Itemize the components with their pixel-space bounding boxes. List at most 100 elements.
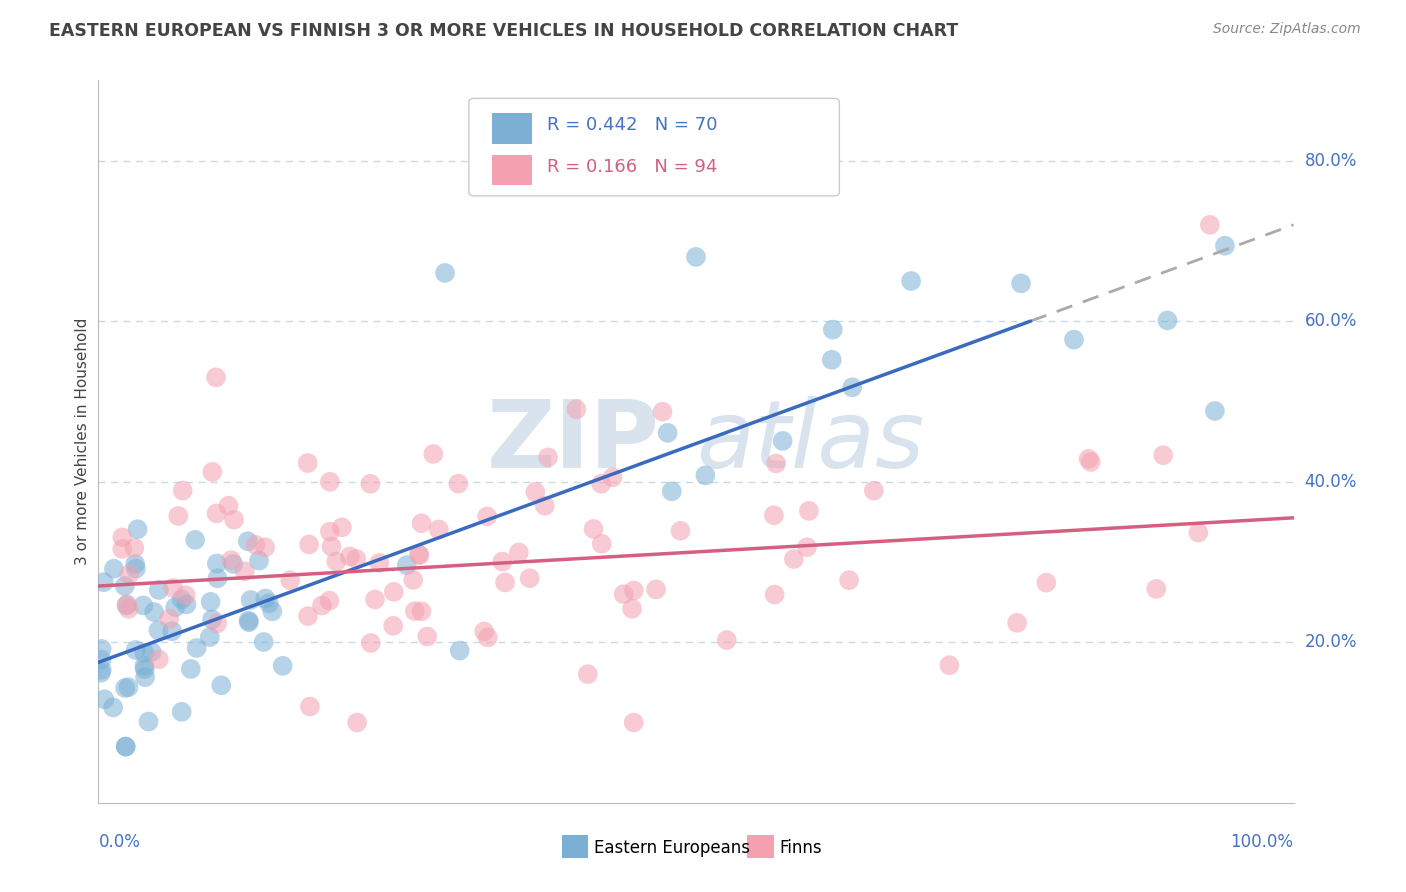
Point bbox=[111, 530, 134, 544]
Point bbox=[623, 715, 645, 730]
Point bbox=[90, 642, 112, 657]
Point bbox=[134, 670, 156, 684]
Point bbox=[201, 465, 224, 479]
Point bbox=[319, 475, 342, 489]
Point bbox=[134, 659, 156, 673]
Point bbox=[238, 615, 260, 630]
Text: R = 0.442   N = 70: R = 0.442 N = 70 bbox=[547, 116, 717, 134]
Point bbox=[184, 533, 207, 547]
Point bbox=[222, 513, 245, 527]
Point bbox=[382, 619, 405, 633]
Point bbox=[669, 524, 692, 538]
Point bbox=[172, 483, 194, 498]
Point bbox=[297, 456, 319, 470]
Text: 100.0%: 100.0% bbox=[1230, 833, 1294, 851]
Point bbox=[117, 680, 139, 694]
Point bbox=[319, 524, 342, 539]
Point bbox=[114, 579, 136, 593]
Point bbox=[416, 630, 439, 644]
Point bbox=[339, 549, 361, 564]
Point bbox=[118, 567, 141, 582]
Point bbox=[262, 604, 284, 618]
Point bbox=[134, 662, 156, 676]
Point bbox=[1010, 277, 1032, 291]
Text: 80.0%: 80.0% bbox=[1305, 152, 1357, 169]
Y-axis label: 3 or more Vehicles in Household: 3 or more Vehicles in Household bbox=[75, 318, 90, 566]
Point bbox=[115, 597, 138, 611]
Point bbox=[143, 605, 166, 619]
Point bbox=[278, 574, 301, 588]
Bar bbox=[748, 835, 773, 858]
Point bbox=[330, 520, 353, 534]
Point bbox=[427, 523, 450, 537]
Point bbox=[1204, 404, 1226, 418]
Point bbox=[591, 537, 613, 551]
Point bbox=[200, 595, 222, 609]
Point bbox=[125, 562, 148, 576]
Point bbox=[93, 692, 115, 706]
Point bbox=[576, 667, 599, 681]
Point bbox=[239, 593, 262, 607]
Point bbox=[1035, 575, 1057, 590]
Text: 0.0%: 0.0% bbox=[98, 833, 141, 851]
Point bbox=[519, 571, 541, 585]
Point bbox=[783, 552, 806, 566]
Point bbox=[124, 643, 146, 657]
Point bbox=[472, 624, 495, 639]
Point bbox=[132, 599, 155, 613]
Point bbox=[1199, 218, 1222, 232]
Point bbox=[763, 587, 786, 601]
Point bbox=[186, 640, 208, 655]
Point bbox=[93, 575, 115, 590]
Point bbox=[841, 380, 863, 394]
Point bbox=[114, 739, 136, 754]
Point bbox=[247, 554, 270, 568]
Point bbox=[434, 266, 457, 280]
Point bbox=[411, 516, 433, 531]
Point bbox=[524, 485, 547, 500]
Point bbox=[160, 624, 183, 639]
Point bbox=[298, 699, 321, 714]
Point bbox=[90, 652, 112, 666]
Point bbox=[368, 556, 391, 570]
Point bbox=[115, 599, 138, 613]
Point bbox=[537, 450, 560, 465]
Point bbox=[205, 557, 228, 571]
Point bbox=[245, 538, 267, 552]
Point bbox=[508, 545, 530, 559]
Point bbox=[205, 616, 228, 631]
Point bbox=[205, 507, 228, 521]
Point bbox=[475, 509, 498, 524]
Text: 20.0%: 20.0% bbox=[1305, 633, 1357, 651]
Point bbox=[170, 592, 193, 607]
Point bbox=[165, 600, 187, 615]
Point bbox=[180, 662, 202, 676]
Point bbox=[900, 274, 922, 288]
Point bbox=[657, 425, 679, 440]
Point bbox=[346, 715, 368, 730]
Point bbox=[621, 601, 644, 615]
Point bbox=[198, 630, 221, 644]
Text: atlas: atlas bbox=[696, 396, 924, 487]
Point bbox=[395, 558, 418, 573]
Point bbox=[253, 635, 276, 649]
Point bbox=[449, 643, 471, 657]
Point bbox=[325, 555, 347, 569]
Point bbox=[494, 575, 516, 590]
Bar bbox=[492, 113, 533, 144]
Point bbox=[565, 402, 588, 417]
Point bbox=[201, 612, 224, 626]
Point bbox=[1063, 333, 1085, 347]
Point bbox=[602, 470, 624, 484]
Point bbox=[661, 484, 683, 499]
Point bbox=[477, 631, 499, 645]
Bar bbox=[562, 835, 589, 858]
Text: Source: ZipAtlas.com: Source: ZipAtlas.com bbox=[1213, 22, 1361, 37]
Point bbox=[207, 571, 229, 585]
Point bbox=[101, 700, 124, 714]
Point bbox=[141, 645, 163, 659]
Point bbox=[127, 522, 149, 536]
Point bbox=[238, 614, 260, 628]
Point bbox=[90, 663, 112, 677]
Text: 60.0%: 60.0% bbox=[1305, 312, 1357, 330]
